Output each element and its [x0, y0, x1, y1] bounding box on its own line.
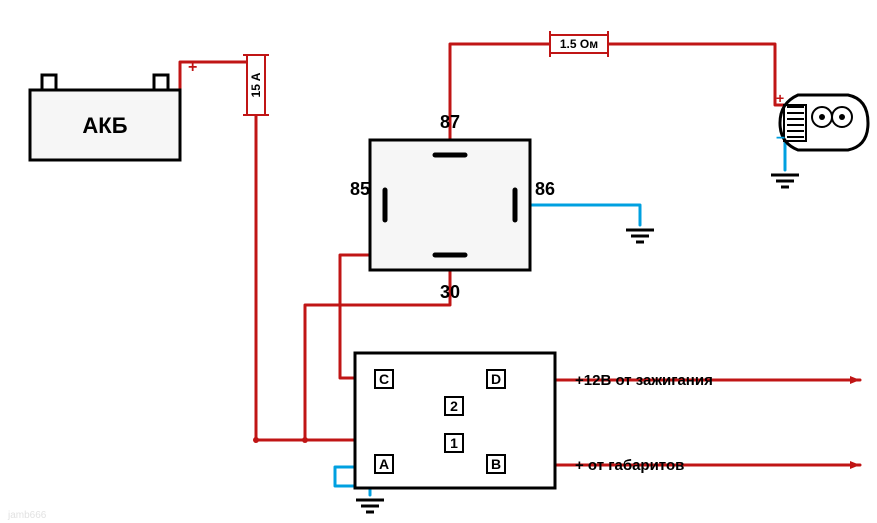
heater-unit [780, 95, 868, 150]
switch-terminal-label: B [491, 456, 501, 472]
label-ignition: +12В от зажигания [575, 372, 713, 389]
relay-pin-label: 30 [440, 282, 460, 302]
relay-pin-label: 86 [535, 179, 555, 199]
wire-junction [253, 437, 259, 443]
resistor-label: 1.5 Ом [560, 37, 598, 51]
switch-terminal-label: 2 [450, 398, 458, 414]
plus-icon: + [188, 59, 197, 76]
wire-junction [302, 437, 308, 443]
battery-label: АКБ [82, 113, 127, 138]
minus-icon: − [776, 130, 785, 147]
switch-terminal-label: D [491, 371, 501, 387]
label-sidelights: + от габаритов [575, 457, 684, 474]
relay-box [370, 140, 530, 270]
fuse-label: 15 A [249, 72, 263, 97]
watermark: jamb666 [7, 510, 47, 521]
switch-terminal-label: C [379, 371, 389, 387]
plus-icon: + [776, 90, 784, 106]
switch-terminal-label: 1 [450, 435, 458, 451]
relay-pin-label: 85 [350, 179, 370, 199]
switch-terminal-label: A [379, 456, 389, 472]
relay-pin-label: 87 [440, 112, 460, 132]
